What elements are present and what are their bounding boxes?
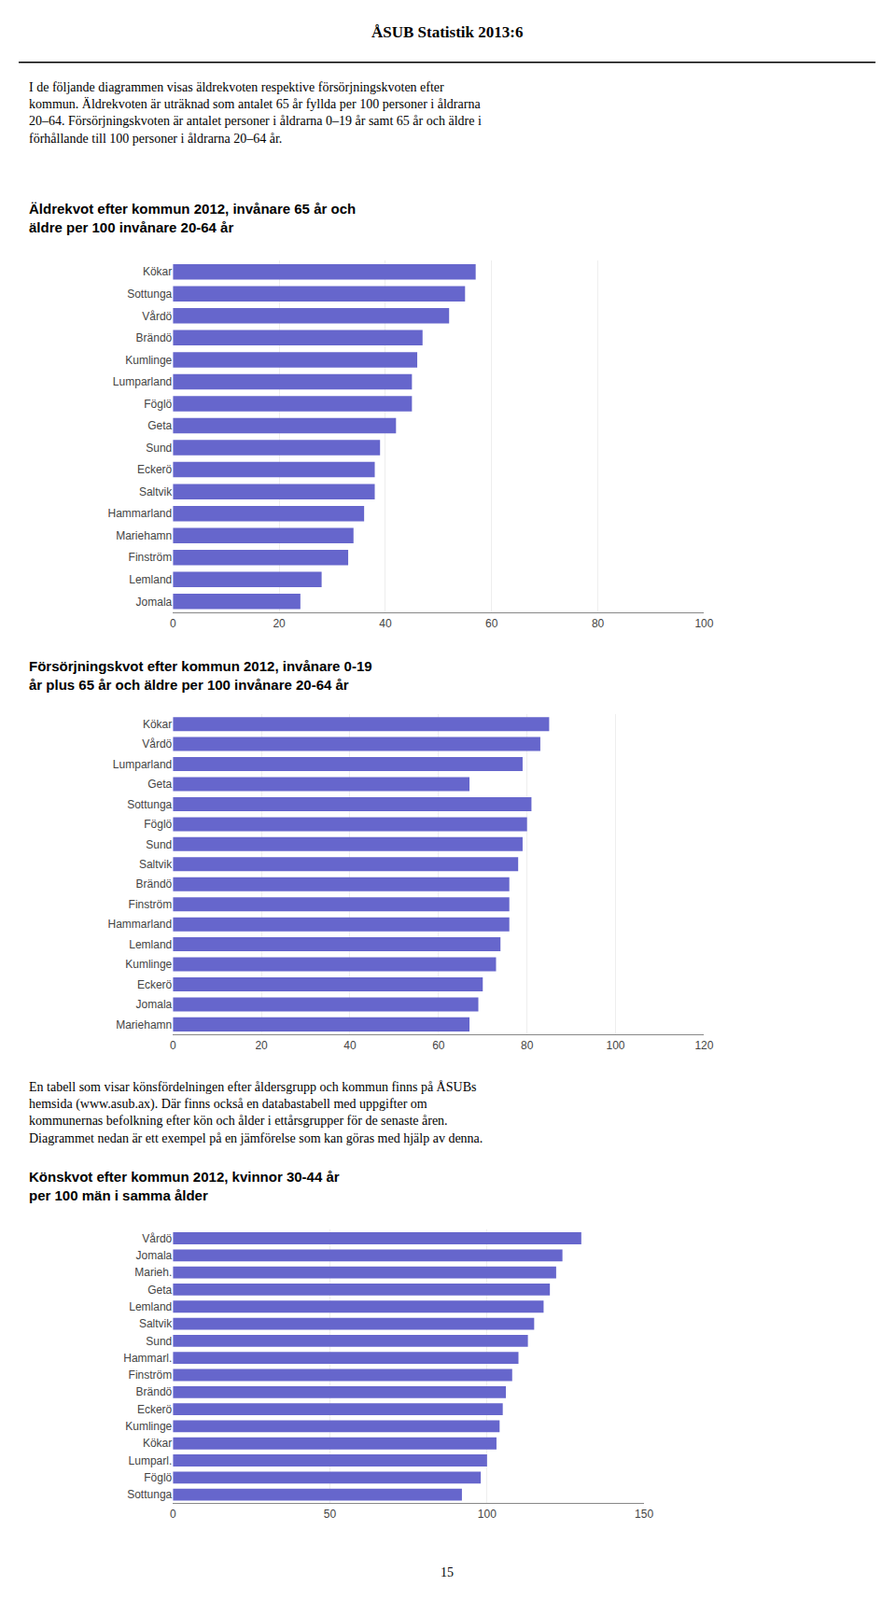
svg-text:Geta: Geta [147, 1283, 172, 1297]
svg-text:Brändö: Brändö [136, 1385, 173, 1399]
svg-text:Eckerö: Eckerö [137, 978, 173, 992]
svg-text:100: 100 [606, 1038, 626, 1052]
svg-text:Lumparland: Lumparland [112, 375, 172, 389]
svg-text:Saltvik: Saltvik [139, 485, 173, 499]
svg-text:Hammarl.: Hammarl. [123, 1351, 172, 1365]
svg-text:ÅSUB Statistik 2013:6: ÅSUB Statistik 2013:6 [371, 23, 523, 42]
svg-text:Kökar: Kökar [142, 1436, 172, 1450]
svg-text:Brändö: Brändö [136, 331, 173, 345]
svg-text:Kumlinge: Kumlinge [125, 1419, 172, 1433]
svg-text:80: 80 [520, 1038, 534, 1052]
svg-text:Marieh.: Marieh. [134, 1265, 172, 1279]
svg-text:Jomala: Jomala [136, 1248, 173, 1262]
svg-text:I de följande diagrammen visas: I de följande diagrammen visas äldrekvot… [28, 80, 482, 146]
svg-text:Vårdö: Vårdö [141, 737, 172, 751]
svg-text:150: 150 [634, 1507, 654, 1521]
svg-text:100: 100 [477, 1507, 497, 1521]
svg-text:0: 0 [169, 616, 177, 630]
svg-text:Sund: Sund [145, 1334, 172, 1348]
svg-text:Lemland: Lemland [128, 1300, 172, 1314]
svg-text:Geta: Geta [147, 777, 172, 791]
svg-text:En tabell som visar könsfördel: En tabell som visar könsfördelningen eft… [28, 1079, 483, 1146]
svg-text:Lumparl.: Lumparl. [128, 1454, 173, 1468]
svg-text:Sund: Sund [145, 441, 172, 455]
svg-text:20: 20 [254, 1038, 268, 1052]
svg-text:Vårdö: Vårdö [141, 1232, 172, 1246]
svg-text:Föglö: Föglö [143, 397, 172, 411]
svg-text:Vårdö: Vårdö [141, 309, 172, 323]
svg-text:Eckerö: Eckerö [137, 462, 173, 476]
svg-text:Kumlinge: Kumlinge [125, 957, 172, 971]
svg-text:Kökar: Kökar [142, 265, 172, 279]
svg-text:Saltvik: Saltvik [139, 1316, 173, 1330]
svg-text:Kökar: Kökar [142, 717, 172, 731]
svg-text:Sottunga: Sottunga [126, 287, 172, 301]
svg-text:60: 60 [432, 1038, 446, 1052]
svg-text:Mariehamn: Mariehamn [115, 1018, 172, 1032]
svg-text:Finström: Finström [128, 897, 173, 911]
svg-text:Eckerö: Eckerö [137, 1402, 173, 1416]
svg-text:Hammarland: Hammarland [108, 506, 173, 520]
svg-text:Sottunga: Sottunga [126, 798, 172, 812]
svg-text:Föglö: Föglö [143, 1470, 172, 1484]
svg-text:Försörjningskvot efter kommun: Försörjningskvot efter kommun 2012, invå… [28, 658, 373, 693]
svg-text:Jomala: Jomala [136, 997, 173, 1011]
svg-text:20: 20 [272, 616, 286, 630]
svg-text:15: 15 [440, 1565, 454, 1580]
svg-text:0: 0 [169, 1507, 177, 1521]
svg-text:Brändö: Brändö [136, 877, 173, 891]
svg-text:Sund: Sund [145, 838, 172, 852]
svg-text:Hammarland: Hammarland [108, 917, 173, 931]
svg-text:Äldrekvot efter kommun 2012, i: Äldrekvot efter kommun 2012, invånare 65… [28, 200, 356, 236]
svg-text:Saltvik: Saltvik [139, 857, 173, 871]
svg-text:Lemland: Lemland [128, 938, 172, 952]
svg-text:Kumlinge: Kumlinge [125, 353, 172, 367]
svg-text:Lemland: Lemland [128, 573, 172, 587]
svg-text:Finström: Finström [128, 550, 173, 564]
svg-text:Finström: Finström [128, 1368, 173, 1382]
svg-text:80: 80 [591, 616, 605, 630]
svg-text:50: 50 [323, 1507, 337, 1521]
svg-text:60: 60 [485, 616, 499, 630]
svg-text:Könskvot efter kommun 2012, kv: Könskvot efter kommun 2012, kvinnor 30-4… [28, 1168, 340, 1204]
svg-text:Lumparland: Lumparland [112, 757, 172, 771]
svg-text:0: 0 [169, 1038, 177, 1052]
svg-text:120: 120 [694, 1038, 714, 1052]
svg-text:Geta: Geta [147, 419, 172, 433]
svg-text:40: 40 [343, 1038, 357, 1052]
svg-text:Föglö: Föglö [143, 817, 172, 831]
svg-text:100: 100 [694, 616, 714, 630]
svg-text:Jomala: Jomala [136, 595, 173, 609]
svg-text:40: 40 [378, 616, 392, 630]
svg-text:Sottunga: Sottunga [126, 1487, 172, 1501]
svg-text:Mariehamn: Mariehamn [115, 529, 172, 543]
